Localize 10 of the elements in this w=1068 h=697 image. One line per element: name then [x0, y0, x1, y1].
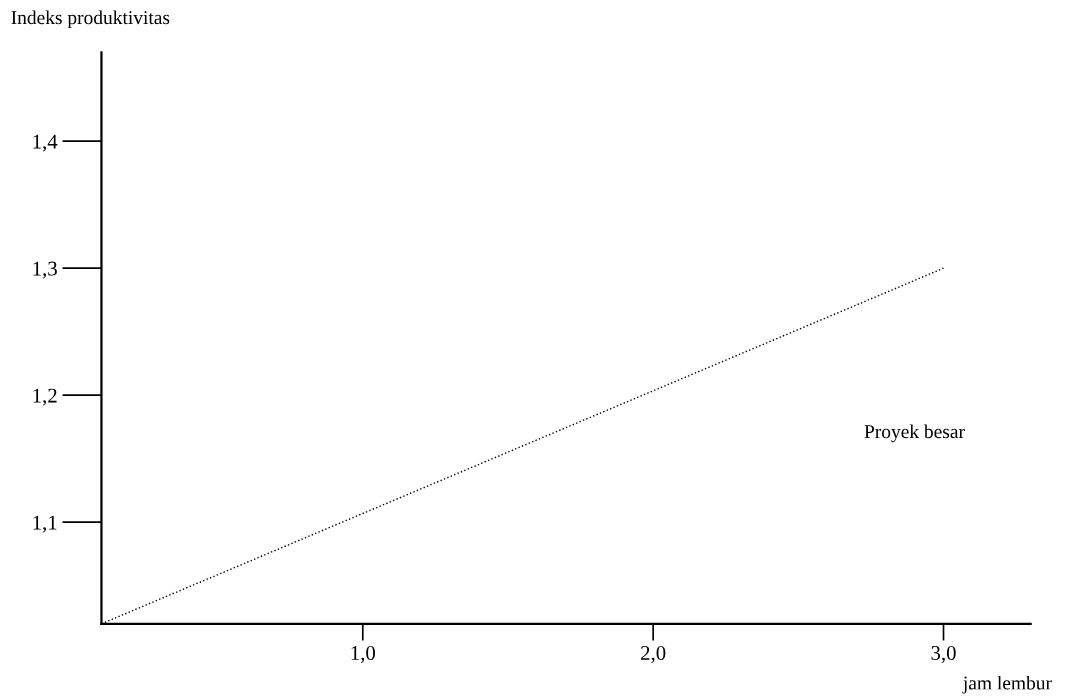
x-axis-title: jam lembur — [962, 675, 1052, 694]
x-tick-label: 3,0 — [931, 645, 956, 663]
y-tick-label: 1,4 — [33, 134, 58, 152]
x-tick-label: 1,0 — [351, 645, 376, 663]
y-tick-label: 1,1 — [33, 515, 57, 533]
x-tick-label: 2,0 — [641, 645, 666, 663]
y-tick-label: 1,2 — [33, 388, 57, 406]
y-axis-title: Indeks produktivitas — [11, 10, 170, 29]
y-tick-label: 1,3 — [33, 261, 57, 279]
text: Proyek besar — [864, 424, 965, 443]
